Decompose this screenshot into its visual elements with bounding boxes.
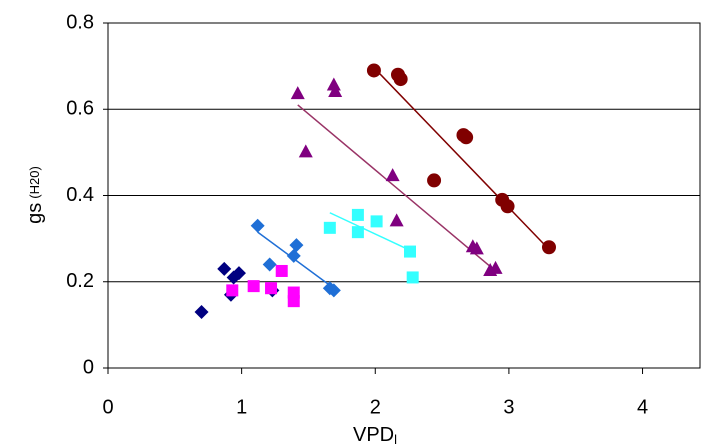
x-tick-label: 4 xyxy=(637,396,648,418)
point xyxy=(541,240,556,255)
y-tick-label: 0.6 xyxy=(66,98,94,120)
point xyxy=(351,226,364,239)
x-axis-label: VPDl xyxy=(353,424,397,447)
point xyxy=(289,238,304,253)
point xyxy=(393,72,408,87)
point xyxy=(231,266,246,281)
point xyxy=(488,260,503,274)
point xyxy=(217,261,232,276)
point xyxy=(370,215,383,228)
point xyxy=(250,218,265,233)
point xyxy=(326,77,341,91)
x-tick-label: 1 xyxy=(236,396,247,418)
point xyxy=(351,208,364,221)
point xyxy=(275,264,288,277)
x-tick-label: 0 xyxy=(102,396,113,418)
point xyxy=(459,130,474,145)
point xyxy=(286,248,301,263)
point xyxy=(262,257,277,272)
point xyxy=(500,199,515,214)
y-tick-label: 0 xyxy=(83,356,94,378)
point xyxy=(194,304,209,319)
y-tick-label: 0.2 xyxy=(66,270,94,292)
plot-frame xyxy=(107,22,701,369)
trend-line xyxy=(376,69,550,250)
trend-line xyxy=(329,212,414,253)
y-tick-label: 0.8 xyxy=(66,11,94,33)
point xyxy=(298,144,313,158)
x-tick-label: 3 xyxy=(503,396,514,418)
point xyxy=(469,241,484,255)
point xyxy=(328,84,343,97)
point xyxy=(404,245,417,258)
point xyxy=(366,63,381,78)
x-label-sub: l xyxy=(394,432,397,447)
trend-line xyxy=(297,104,497,272)
point xyxy=(326,283,341,298)
x-tick-label: 2 xyxy=(370,396,381,418)
point xyxy=(385,168,400,182)
point xyxy=(406,271,419,284)
point xyxy=(290,86,305,100)
y-label-sub: (H20) xyxy=(27,166,42,199)
point xyxy=(427,173,442,188)
x-label-main: VPD xyxy=(353,424,394,446)
point xyxy=(265,282,278,295)
y-tick-label: 0.4 xyxy=(66,184,94,206)
point xyxy=(226,284,239,297)
point xyxy=(389,213,404,227)
y-axis-label: gs (H20) xyxy=(24,166,46,224)
point xyxy=(287,295,300,308)
point xyxy=(323,221,336,234)
point xyxy=(247,280,260,293)
y-label-main: gs xyxy=(24,203,46,224)
